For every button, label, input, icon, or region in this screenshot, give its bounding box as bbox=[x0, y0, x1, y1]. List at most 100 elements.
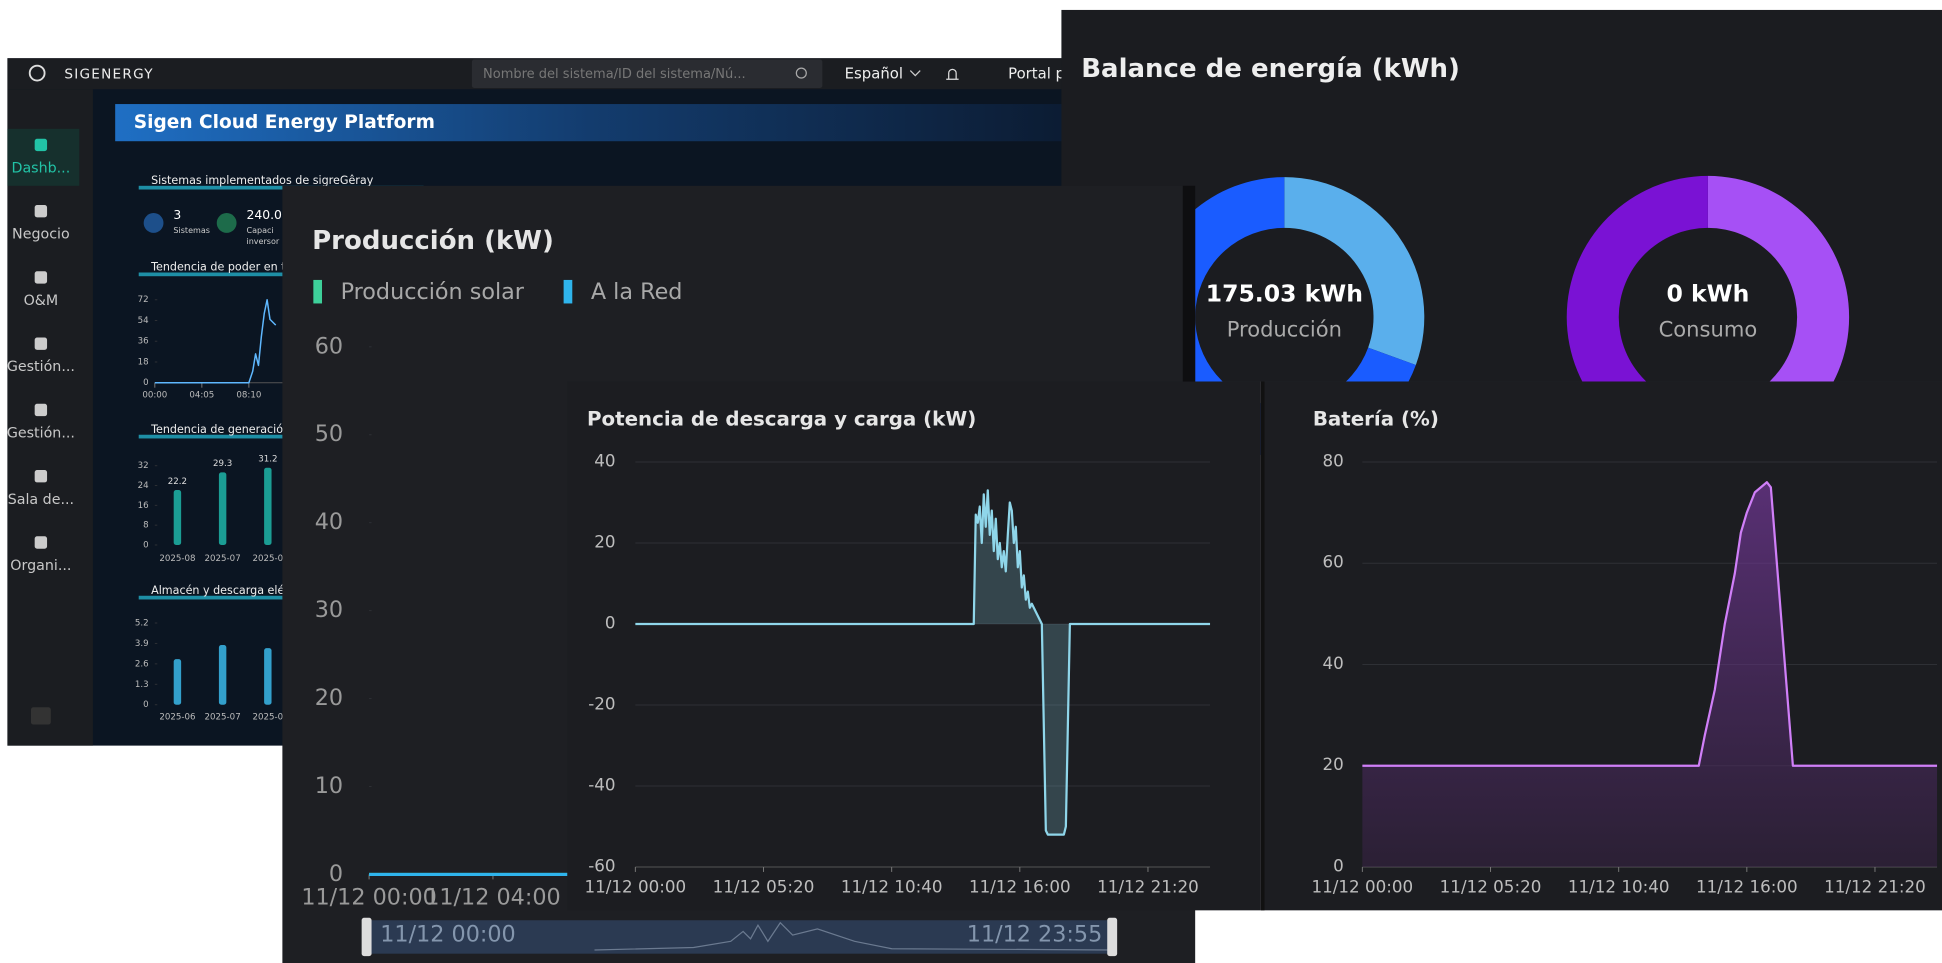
chart-title: Tendencia de poder en t bbox=[150, 261, 286, 274]
x-tick-label: 11/12 00:00 bbox=[1312, 877, 1414, 897]
slider-preview bbox=[594, 921, 1113, 951]
power-bg bbox=[567, 381, 1261, 911]
y-tick-label: 20 bbox=[1323, 754, 1344, 774]
x-tick-label: 11/12 05:20 bbox=[1440, 877, 1542, 897]
y-tick-label: 0 bbox=[1333, 855, 1344, 875]
stat-value: 240.00 bbox=[246, 208, 289, 222]
y-tick-label: 0 bbox=[329, 861, 343, 887]
logo: SIGENERGY bbox=[64, 66, 153, 82]
x-tick-label: 2025-0 bbox=[252, 554, 283, 564]
search-placeholder: Nombre del sistema/ID del sistema/Nú... bbox=[483, 67, 746, 82]
nav-icon bbox=[34, 205, 48, 218]
balance-bg bbox=[1061, 9, 1942, 382]
legend-swatch bbox=[313, 279, 323, 304]
nav-item[interactable]: Negocio bbox=[12, 227, 70, 243]
nav-item[interactable]: Dashb... bbox=[12, 160, 71, 176]
legend-label: Producción solar bbox=[341, 279, 525, 305]
bar bbox=[173, 659, 182, 705]
y-tick-label: 80 bbox=[1323, 450, 1344, 470]
bell-icon[interactable] bbox=[946, 68, 959, 80]
chart-title: Potencia de descarga y carga (kW) bbox=[587, 407, 976, 430]
portal[interactable]: Portal p bbox=[1008, 64, 1065, 82]
chart-title: Producción (kW) bbox=[312, 226, 554, 256]
section-underline bbox=[138, 434, 424, 439]
collapse-icon[interactable] bbox=[30, 707, 51, 725]
data-label: 31.2 bbox=[258, 455, 277, 465]
battery-panel: Batería (%) 0 20 40 60 80 11/12 00:00 11/12 05… bbox=[1260, 381, 1942, 911]
nav-icon bbox=[34, 403, 48, 417]
x-tick-label: 11/12 10:40 bbox=[1568, 877, 1670, 897]
y-tick-label: 0 bbox=[143, 540, 149, 550]
y-tick-label: -20 bbox=[588, 693, 615, 713]
nav-icon bbox=[34, 470, 48, 483]
nav-item[interactable]: Gestión... bbox=[7, 359, 75, 375]
search-box[interactable] bbox=[471, 59, 823, 88]
nav-item[interactable]: Sala de... bbox=[8, 492, 74, 508]
search-icon[interactable] bbox=[795, 67, 807, 79]
bar bbox=[218, 472, 227, 545]
y-tick-label: -40 bbox=[588, 774, 615, 794]
y-tick-label: 20 bbox=[594, 531, 615, 551]
slider-label: 11/12 00:00 bbox=[380, 922, 516, 948]
data-label: 22.2 bbox=[168, 477, 187, 487]
x-tick-label: 08:10 bbox=[236, 391, 261, 401]
nav-item[interactable]: O&M bbox=[24, 293, 59, 309]
banner-title: Sigen Cloud Energy Platform bbox=[134, 112, 435, 133]
divider bbox=[1260, 381, 1265, 911]
x-tick-label: 11/12 10:40 bbox=[841, 877, 943, 897]
section-underline bbox=[138, 272, 424, 277]
y-tick-label: 40 bbox=[1323, 653, 1344, 673]
legend-swatch bbox=[563, 279, 573, 304]
stat-label: Sistemas bbox=[173, 226, 210, 235]
x-tick-label: 11/12 21:20 bbox=[1824, 877, 1926, 897]
nav-item[interactable]: Organi... bbox=[10, 558, 71, 574]
donut-segment bbox=[1284, 177, 1425, 365]
line bbox=[154, 299, 277, 384]
x-tick-label: 11/12 05:20 bbox=[713, 877, 815, 897]
x-tick-label: 11/12 00:00 bbox=[585, 877, 687, 897]
y-tick-label: 72 bbox=[138, 295, 149, 305]
chart-title: Tendencia de generació bbox=[150, 423, 283, 436]
nav-item[interactable]: Gestión... bbox=[7, 426, 75, 442]
donut-value: 0 kWh bbox=[1666, 279, 1749, 307]
x-tick-label: 2025-07 bbox=[205, 554, 241, 564]
y-tick-label: 54 bbox=[138, 316, 150, 326]
banner bbox=[115, 104, 1063, 142]
zoom-slider[interactable] bbox=[366, 920, 1113, 954]
balance-title: Balance de energía (kWh) bbox=[1081, 54, 1460, 84]
donut-value: 175.03 kWh bbox=[1206, 279, 1363, 307]
slider-handle[interactable] bbox=[1107, 917, 1118, 957]
nav-icon bbox=[34, 337, 48, 350]
y-tick-label: 50 bbox=[315, 421, 343, 447]
divider bbox=[1182, 185, 1196, 382]
y-tick-label: 8 bbox=[143, 521, 149, 531]
y-tick-label: 0 bbox=[143, 378, 149, 388]
y-tick-label: 5.2 bbox=[135, 619, 149, 629]
x-tick-label: 04:05 bbox=[189, 391, 214, 401]
slider-handle[interactable] bbox=[361, 917, 372, 957]
y-tick-label: 30 bbox=[315, 597, 343, 623]
y-tick-label: 20 bbox=[315, 685, 343, 711]
area bbox=[1362, 482, 1938, 867]
x-tick-label: 11/12 04:00 bbox=[425, 884, 561, 910]
chart-title: Almacén y descarga elé bbox=[151, 584, 284, 597]
y-tick-label: 0 bbox=[143, 700, 149, 710]
logo-icon bbox=[28, 64, 46, 82]
y-tick-label: 1.3 bbox=[135, 680, 149, 690]
nav-active-bg bbox=[7, 128, 80, 186]
line bbox=[1362, 481, 1938, 767]
language[interactable]: Español bbox=[845, 64, 903, 82]
nav-icon bbox=[34, 138, 48, 152]
x-tick-label: 11/12 21:20 bbox=[1097, 877, 1199, 897]
y-tick-label: 32 bbox=[138, 461, 149, 471]
bar bbox=[173, 489, 182, 545]
section-underline bbox=[138, 185, 424, 190]
stat-icon bbox=[143, 213, 164, 233]
y-tick-label: 2.6 bbox=[135, 659, 149, 669]
donut-label: Consumo bbox=[1659, 317, 1758, 342]
stat-value: 3 bbox=[173, 208, 181, 222]
x-tick-label: 2025-07 bbox=[205, 713, 241, 723]
x-tick-label: 2025-08 bbox=[159, 554, 195, 564]
nav: Dashb... Negocio O&M Gestión... Gestión... Sa… bbox=[7, 138, 75, 574]
